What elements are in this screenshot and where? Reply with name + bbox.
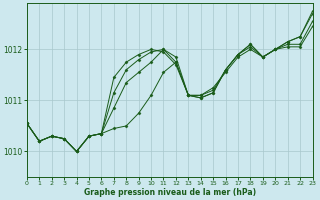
X-axis label: Graphe pression niveau de la mer (hPa): Graphe pression niveau de la mer (hPa) — [84, 188, 256, 197]
